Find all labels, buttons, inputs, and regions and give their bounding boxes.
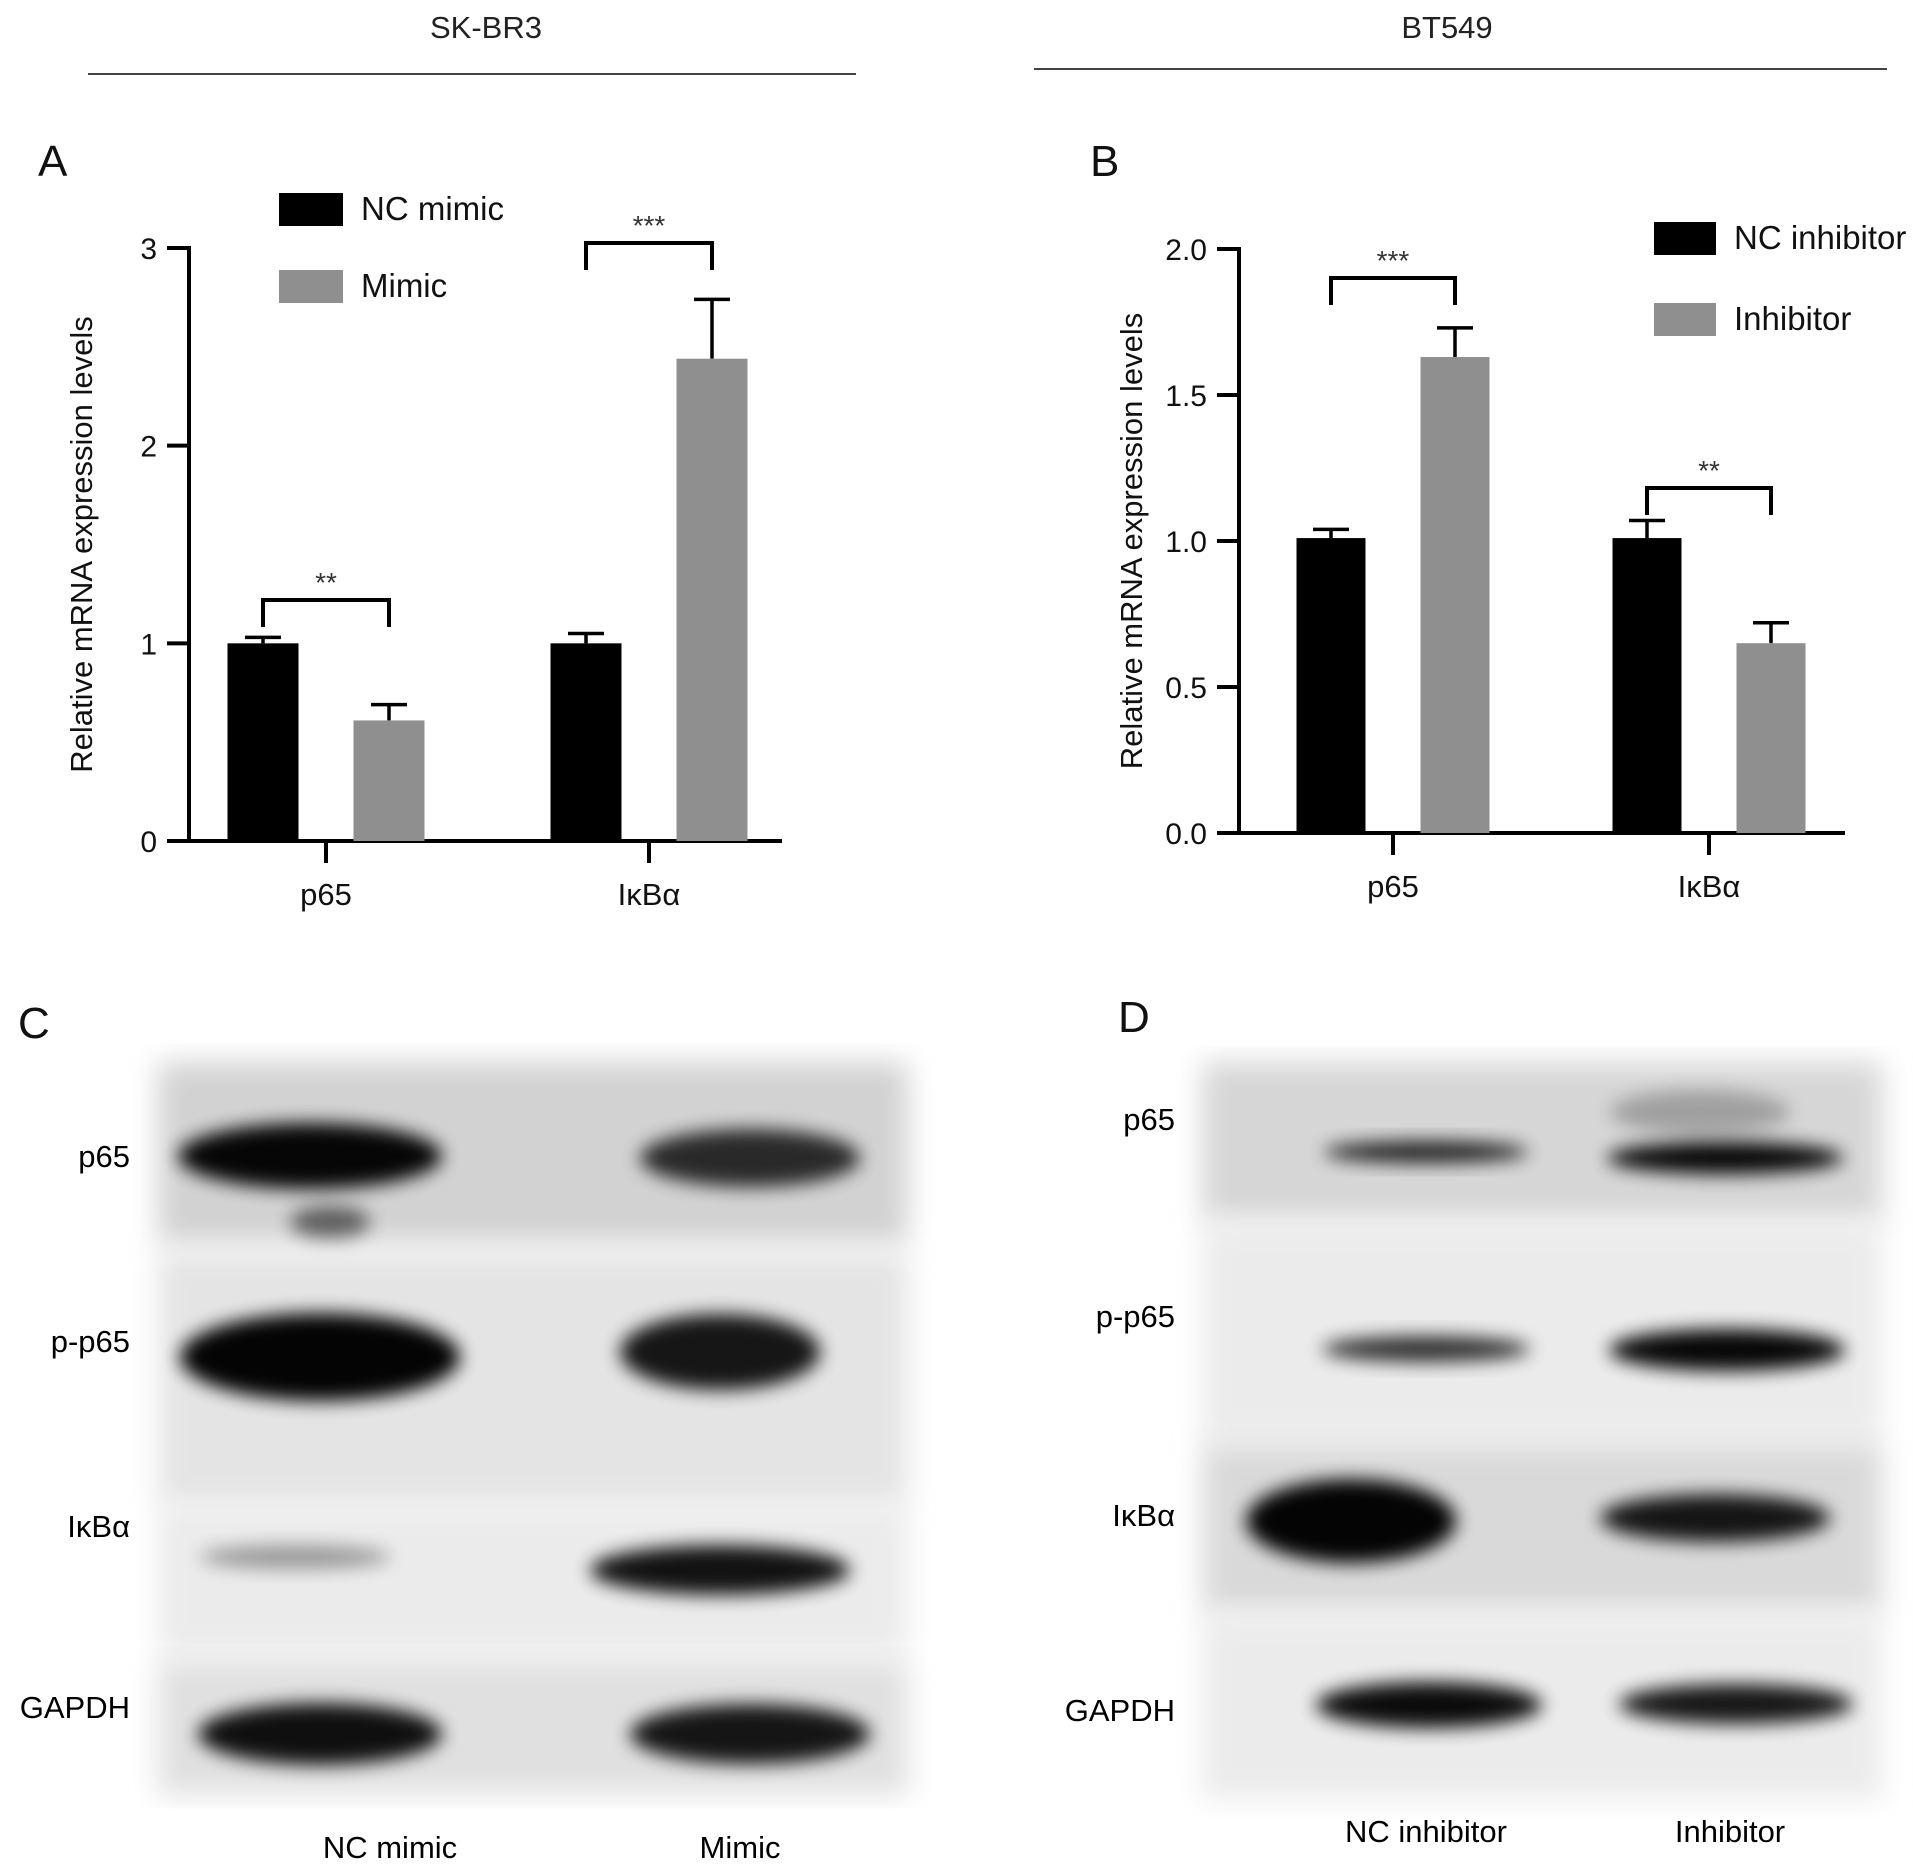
chart-a-bar: [550, 643, 622, 841]
blot-c-label-ikba: IκBα: [67, 1509, 130, 1544]
blot-d-label-ikba: IκBα: [1112, 1498, 1175, 1533]
blot-d-band: [1607, 1142, 1843, 1174]
blot-c-label-p65: p65: [78, 1139, 130, 1174]
blot-d-label-p65: p65: [1123, 1102, 1175, 1137]
blot-c-label-gapdh: GAPDH: [20, 1690, 130, 1725]
blot-d-membrane-strip: [1202, 1062, 1882, 1222]
chart-b-significance-mark: **: [1698, 455, 1720, 486]
blot-c-band: [290, 1206, 370, 1238]
chart-b-x-tick-label: p65: [1367, 869, 1419, 904]
chart-a: 0 1 2 3 Relative mRNA expression levels p65 Iκ…: [64, 190, 782, 912]
chart-a-y-tick-label: 0: [140, 826, 157, 859]
chart-b-bar: [1296, 538, 1366, 833]
chart-b-y-tick-label: 1.0: [1165, 526, 1207, 559]
chart-a-significance-bracket: [261, 598, 391, 627]
chart-a-legend-swatch: [279, 193, 343, 226]
chart-a-x-tick-label: p65: [300, 877, 352, 912]
chart-a-x-tick-label: IκBα: [618, 877, 681, 912]
chart-a-significance-mark: **: [315, 567, 337, 598]
chart-a-bar: [353, 720, 425, 841]
blot-d-lane-nc-inhibitor: NC inhibitor: [1345, 1814, 1507, 1849]
blot-d-band: [1609, 1329, 1845, 1371]
western-blot-c: [158, 1062, 908, 1795]
blot-d-lane-inhibitor: Inhibitor: [1675, 1814, 1785, 1849]
chart-a-bar: [227, 643, 299, 841]
chart-a-significance-bracket: [584, 241, 714, 270]
blot-d-band: [1322, 1336, 1530, 1362]
blot-d-label-gapdh: GAPDH: [1065, 1693, 1175, 1728]
blot-c-band: [200, 1545, 390, 1569]
chart-b-bar: [1736, 643, 1806, 833]
chart-a-y-tick-label: 1: [140, 628, 157, 661]
chart-a-significance-mark: ***: [633, 210, 666, 241]
panel-label-c: C: [18, 999, 50, 1048]
chart-a-y-tick-label: 2: [140, 431, 157, 464]
chart-b-x-tick-label: IκBα: [1678, 869, 1741, 904]
chart-b: 0.0 0.5 1.0 1.5 2.0 Relative mRNA expression …: [1114, 219, 1906, 904]
chart-b-legend-swatch: [1654, 303, 1716, 336]
blot-c-band: [630, 1704, 870, 1764]
chart-b-legend-label: NC inhibitor: [1734, 219, 1906, 256]
chart-b-y-tick-label: 2.0: [1165, 234, 1207, 267]
header-left: SK-BR3: [430, 10, 542, 45]
chart-b-bar: [1612, 538, 1682, 833]
blot-d-band: [1619, 1684, 1853, 1724]
chart-b-legend-label: Inhibitor: [1734, 300, 1851, 337]
chart-a-legend-label: Mimic: [361, 267, 447, 304]
blot-d-band: [1610, 1090, 1790, 1134]
chart-b-bar: [1420, 357, 1490, 833]
blot-d-band: [1324, 1141, 1528, 1163]
chart-b-y-tick-label: 0.0: [1165, 818, 1207, 851]
chart-b-significance-mark: ***: [1377, 245, 1410, 276]
header-right: BT549: [1401, 10, 1492, 45]
chart-a-legend-label: NC mimic: [361, 190, 504, 227]
chart-a-y-axis-label: Relative mRNA expression levels: [64, 316, 99, 773]
chart-b-y-tick-label: 1.5: [1165, 380, 1207, 413]
blot-c-lane-nc-mimic: NC mimic: [323, 1830, 457, 1865]
chart-b-significance-bracket: [1645, 486, 1773, 515]
blot-c-band: [198, 1703, 442, 1765]
blot-d-band: [1600, 1494, 1830, 1542]
chart-b-significance-bracket: [1329, 276, 1457, 305]
blot-c-band: [640, 1129, 860, 1187]
blot-c-band: [178, 1123, 442, 1189]
chart-b-y-axis-label: Relative mRNA expression levels: [1114, 313, 1149, 770]
blot-c-band: [620, 1314, 820, 1390]
chart-a-legend-swatch: [279, 270, 343, 303]
chart-a-y-tick-label: 3: [140, 233, 157, 266]
blot-d-band: [1316, 1682, 1542, 1728]
panel-label-d: D: [1118, 993, 1150, 1042]
chart-b-y-tick-label: 0.5: [1165, 672, 1207, 705]
panel-label-b: B: [1090, 137, 1119, 186]
western-blot-d: [1202, 1062, 1882, 1799]
blot-c-label-p-p65: p-p65: [51, 1324, 130, 1359]
blot-c-lane-mimic: Mimic: [700, 1830, 781, 1865]
panel-label-a: A: [38, 137, 68, 186]
blot-d-label-p-p65: p-p65: [1096, 1299, 1175, 1334]
chart-a-bar: [676, 358, 748, 841]
blot-d-band: [1246, 1479, 1456, 1563]
blot-c-band: [590, 1545, 850, 1595]
blot-c-band: [180, 1313, 460, 1401]
chart-b-legend-swatch: [1654, 222, 1716, 255]
